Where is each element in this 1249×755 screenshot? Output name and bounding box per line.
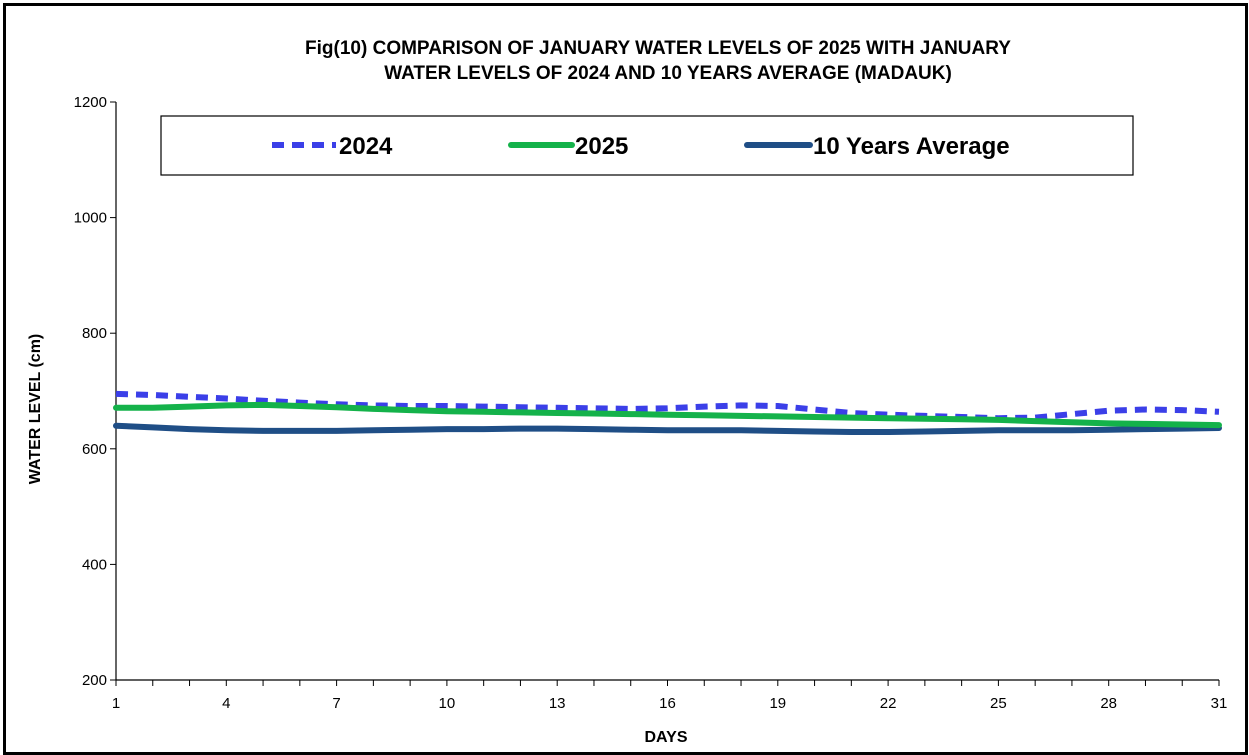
y-axis-title: WATER LEVEL (cm) [27,334,44,485]
legend-label-2024: 2024 [339,133,393,160]
x-tick-label-19: 19 [769,695,786,712]
x-tick-label-10: 10 [439,695,456,712]
chart-title-line-2: WATER LEVELS OF 2024 AND 10 YEARS AVERAG… [384,63,952,84]
legend: 2024 2025 10 Years Average [160,115,1134,176]
plot-area: 200 400 600 800 1000 1200 1 4 7 10 13 16 19 22 25 28 31 [74,94,1228,712]
y-tick-label-1000: 1000 [74,210,107,227]
chart-title-line-1: Fig(10) COMPARISON OF JANUARY WATER LEVE… [305,38,1011,59]
legend-label-2025: 2025 [575,133,628,160]
y-tick-label-600: 600 [82,441,107,458]
series-line-2025 [113,401,1222,429]
x-tick-label-28: 28 [1100,695,1117,712]
y-tick-label-1200: 1200 [74,94,107,111]
x-tick-label-31: 31 [1211,695,1228,712]
line-chart: Fig(10) COMPARISON OF JANUARY WATER LEVE… [27,38,1228,746]
x-tick-label-1: 1 [112,695,120,712]
x-axis-title: DAYS [645,729,688,746]
x-tick-label-22: 22 [880,695,897,712]
series-line-10-years-average [113,422,1222,435]
x-tick-label-13: 13 [549,695,566,712]
x-tick-label-4: 4 [222,695,230,712]
series-line-2024 [115,390,1220,422]
y-tick-label-800: 800 [82,325,107,342]
legend-box [160,115,1134,176]
x-tick-label-7: 7 [332,695,340,712]
x-tick-label-25: 25 [990,695,1007,712]
chart-frame: Fig(10) COMPARISON OF JANUARY WATER LEVE… [3,3,1248,755]
x-tick-label-16: 16 [659,695,676,712]
legend-label-10-years-average: 10 Years Average [813,133,1010,160]
y-tick-label-400: 400 [82,556,107,573]
y-tick-label-200: 200 [82,672,107,689]
